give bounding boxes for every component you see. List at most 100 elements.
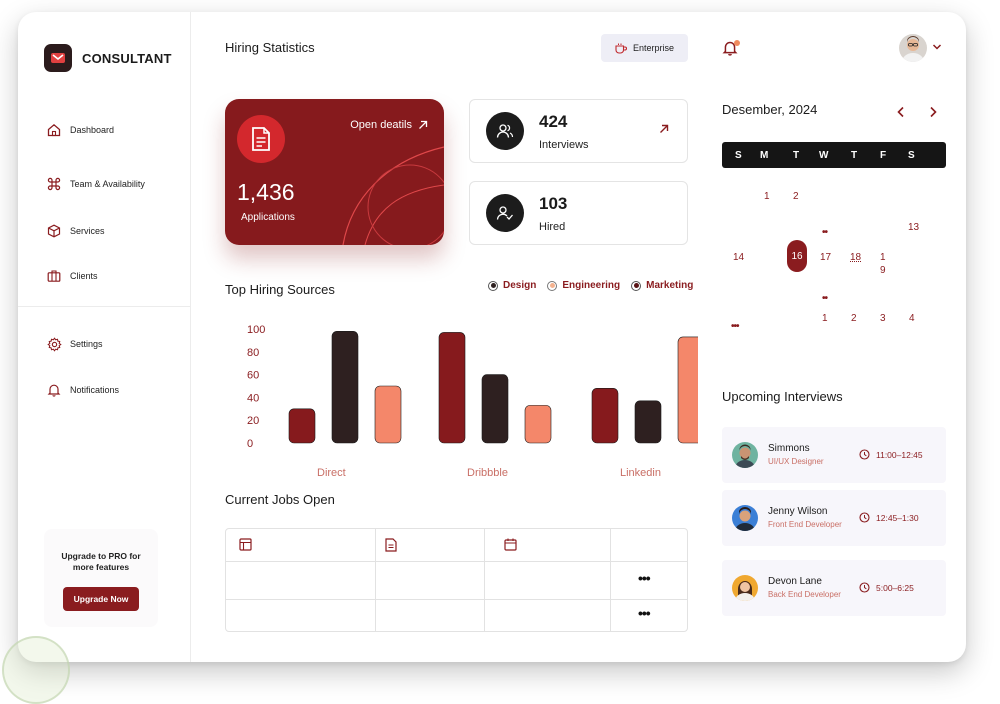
calendar-day[interactable]: 14 [733,252,745,263]
command-icon [46,176,62,192]
sidebar-divider [18,306,191,307]
weekday-label: W [819,149,829,161]
bar-direct-marketing[interactable] [374,385,402,444]
calendar-day[interactable]: 2 [851,313,857,324]
document-icon [237,115,285,163]
y-tick-label: 0 [247,438,253,450]
sidebar-item-dashboard[interactable]: Dashboard [46,122,114,138]
legend-item-engineering[interactable]: Engineering [547,280,620,291]
interview-item[interactable]: Devon Lane Back End Developer 5:00–6:25 [722,560,946,616]
user-avatar[interactable] [899,34,927,62]
calendar-day[interactable]: 2 [793,191,799,202]
calendar-day[interactable]: 13 [908,222,920,233]
chevron-right-icon[interactable] [928,106,938,118]
card-decoration [342,146,444,245]
avatar [732,505,758,531]
legend-radio-icon [631,280,642,291]
table-divider [375,529,376,631]
calendar-day[interactable]: 17 [820,252,832,263]
bar-dribbble-engineering[interactable] [481,374,509,444]
brand: CONSULTANT [44,44,172,72]
bar-dribbble-design[interactable] [438,332,466,444]
applications-value: 1,436 [237,179,295,205]
brand-logo-icon [44,44,72,72]
event-dots: •• [822,293,828,304]
calendar-icon [504,538,517,551]
bell-icon [46,382,62,398]
hired-card[interactable]: 103 Hired [469,181,688,245]
interview-item[interactable]: Jenny Wilson Front End Developer 12:45–1… [722,490,946,546]
calendar-day[interactable]: 3 [880,313,886,324]
calendar-day[interactable]: 9 [880,265,886,276]
open-details-link[interactable]: Open deatils [350,119,428,131]
chevron-left-icon[interactable] [896,106,906,118]
row-more-button[interactable]: ••• [638,570,651,586]
calendar-day[interactable]: 1 [822,313,828,324]
interview-time: 12:45–1:30 [859,512,919,523]
bar-linkedin-marketing[interactable] [677,336,698,444]
avatar [732,575,758,601]
bar-direct-design[interactable] [288,408,316,444]
arrow-up-right-icon [419,120,428,129]
calendar-day-selected[interactable]: 16 [787,240,807,272]
bar-linkedin-engineering[interactable] [634,400,662,444]
sidebar-item-team[interactable]: Team & Availability [46,176,145,192]
sidebar-item-notifications[interactable]: Notifications [46,382,119,398]
calendar-more[interactable]: ••• [731,321,739,332]
enterprise-label: Enterprise [632,43,675,53]
calendar-day[interactable]: 1 [764,191,770,202]
brand-name: CONSULTANT [82,50,172,66]
legend-radio-icon [488,280,498,291]
users-icon [486,112,524,150]
y-tick-label: 60 [247,370,259,382]
interview-item[interactable]: Simmons UI/UX Designer 11:00–12:45 [722,427,946,483]
y-tick-label: 20 [247,415,259,427]
interviewee-role: UI/UX Designer [768,457,824,466]
legend-item-design[interactable]: Design [488,280,536,291]
sidebar-item-label: Team & Availability [70,179,145,189]
interview-time-label: 11:00–12:45 [876,449,923,460]
hiring-sources-chart: 0 20 40 60 80 100 Direct Dribbble Linkedin [247,324,698,477]
open-details-label: Open deatils [350,119,412,131]
layout-icon [239,538,252,551]
bar-direct-engineering[interactable] [331,330,359,444]
weekday-label: S [735,149,742,161]
sidebar-item-clients[interactable]: Clients [46,268,98,284]
notification-dot [734,40,740,46]
interviewee-role: Back End Developer [768,590,841,599]
interviews-value: 424 [539,112,568,131]
bar-dribbble-marketing[interactable] [524,405,552,444]
sidebar-item-services[interactable]: Services [46,223,105,239]
chart-legend: Design Engineering Marketing [488,280,693,291]
legend-item-marketing[interactable]: Marketing [631,280,693,291]
weekday-label: M [760,149,769,161]
avatar [732,442,758,468]
y-tick-label: 80 [247,347,259,359]
interview-time: 5:00–6:25 [859,582,914,593]
enterprise-button[interactable]: Enterprise [601,34,688,62]
chevron-down-icon[interactable] [932,43,942,51]
arrow-up-right-icon[interactable] [659,124,669,134]
page-title: Hiring Statistics [225,40,315,55]
upgrade-now-button[interactable]: Upgrade Now [63,587,139,611]
calendar-day[interactable]: 18 [850,252,862,263]
sidebar-item-settings[interactable]: Settings [46,336,103,352]
sidebar-item-label: Dashboard [70,125,115,135]
table-divider [226,599,687,600]
app-window: CONSULTANT Dashboard Team & Availability… [18,12,966,662]
notification-bell-icon[interactable] [722,40,738,56]
sidebar-item-label: Services [70,226,105,236]
weekday-label: T [793,149,800,161]
weekday-label: F [880,149,887,161]
calendar-day[interactable]: 4 [909,313,915,324]
legend-label: Engineering [562,280,621,291]
row-more-button[interactable]: ••• [638,605,651,621]
legend-label: Marketing [646,280,694,291]
calendar-day[interactable]: 1 [880,252,886,263]
clock-icon [859,449,870,460]
calendar-weekday-header: S M T W T F S [722,142,946,168]
bar-linkedin-design[interactable] [591,387,619,444]
legend-label: Design [503,280,537,291]
interviews-card[interactable]: 424 Interviews [469,99,688,163]
clock-icon [859,512,870,523]
